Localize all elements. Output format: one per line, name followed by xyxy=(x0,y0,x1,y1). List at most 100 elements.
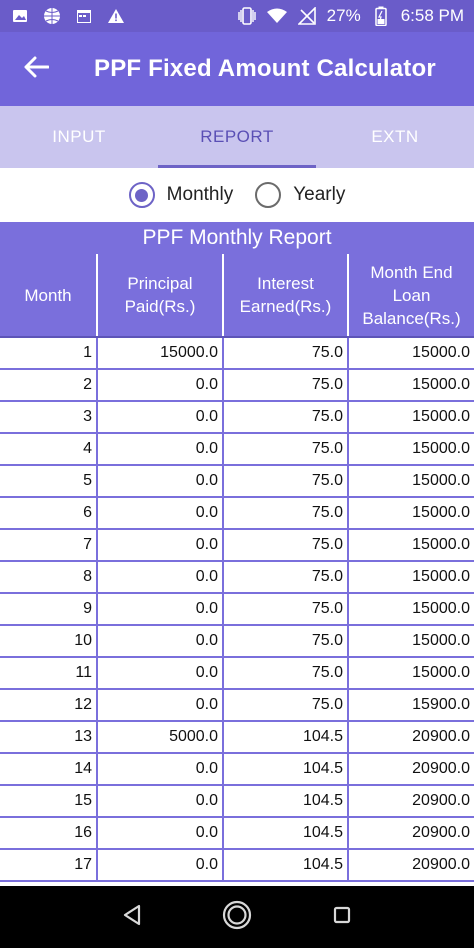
arrow-back-icon xyxy=(23,56,50,83)
table-row: 5 0.0 75.0 15000.0 xyxy=(0,466,474,498)
page-title: PPF Fixed Amount Calculator xyxy=(94,55,436,82)
cell-principal-paid: 0.0 xyxy=(98,626,224,656)
recents-square-icon xyxy=(333,906,351,929)
cell-interest-earned: 104.5 xyxy=(224,850,349,880)
cell-principal-paid: 0.0 xyxy=(98,690,224,720)
status-time: 6:58 PM xyxy=(400,6,464,25)
system-nav-bar xyxy=(0,886,474,948)
cell-month: 4 xyxy=(0,434,98,464)
cell-month-end-balance: 15000.0 xyxy=(412,664,470,681)
battery-percent: 27% xyxy=(326,6,361,25)
back-triangle-icon xyxy=(122,904,142,931)
app-bar: PPF Fixed Amount Calculator xyxy=(0,32,474,106)
header-month-end-balance: Month End Loan Balance(Rs.) xyxy=(362,262,461,328)
cell-principal-paid: 0.0 xyxy=(98,850,224,880)
cell-principal-paid: 5000.0 xyxy=(98,722,224,752)
table-header: Month Principal Paid(Rs.) Interest Earne… xyxy=(0,254,474,338)
back-button[interactable] xyxy=(0,32,72,106)
cell-interest-earned: 75.0 xyxy=(224,434,349,464)
cell-month: 5 xyxy=(0,466,98,496)
cell-month: 11 xyxy=(0,658,98,688)
cell-month-end-balance: 15000.0 xyxy=(412,600,470,617)
cell-month: 3 xyxy=(0,402,98,432)
cell-month: 17 xyxy=(0,850,98,880)
cell-month-end-balance: 15000.0 xyxy=(412,568,470,585)
cell-month-end-balance: 15900.0 xyxy=(412,696,470,713)
cell-principal-paid: 0.0 xyxy=(98,466,224,496)
cell-interest-earned: 75.0 xyxy=(224,626,349,656)
cell-interest-earned: 104.5 xyxy=(224,786,349,816)
cell-principal-paid: 15000.0 xyxy=(98,338,224,368)
cell-principal-paid: 0.0 xyxy=(98,818,224,848)
cell-interest-earned: 75.0 xyxy=(224,658,349,688)
no-signal-icon xyxy=(297,6,317,26)
cell-interest-earned: 75.0 xyxy=(224,402,349,432)
cell-principal-paid: 0.0 xyxy=(98,434,224,464)
radio-checked-icon[interactable] xyxy=(128,182,155,208)
cell-interest-earned: 75.0 xyxy=(224,690,349,720)
nav-recents-button[interactable] xyxy=(322,897,362,937)
globe-icon xyxy=(42,6,62,26)
table-row: 12 0.0 75.0 15900.0 xyxy=(0,690,474,722)
cell-principal-paid: 0.0 xyxy=(98,754,224,784)
cell-month-end-balance: 20900.0 xyxy=(412,856,470,873)
table-row: 10 0.0 75.0 15000.0 xyxy=(0,626,474,658)
header-interest-earned: Interest Earned(Rs.) xyxy=(224,254,349,336)
image-icon xyxy=(10,6,30,26)
cell-interest-earned: 104.5 xyxy=(224,754,349,784)
cell-interest-earned: 75.0 xyxy=(224,498,349,528)
table-row: 11 0.0 75.0 15000.0 xyxy=(0,658,474,690)
tab-report[interactable]: REPORT xyxy=(158,106,316,168)
table-row: 8 0.0 75.0 15000.0 xyxy=(0,562,474,594)
report-title: PPF Monthly Report xyxy=(0,222,474,254)
battery-icon xyxy=(371,6,391,26)
cell-month: 2 xyxy=(0,370,98,400)
cell-interest-earned: 75.0 xyxy=(224,530,349,560)
table-row: 15 0.0 104.5 20900.0 xyxy=(0,786,474,818)
table-row: 7 0.0 75.0 15000.0 xyxy=(0,530,474,562)
table-row: 17 0.0 104.5 20900.0 xyxy=(0,850,474,882)
cell-month-end-balance: 20900.0 xyxy=(412,728,470,745)
tab-extn[interactable]: EXTN xyxy=(371,127,419,146)
tab-input[interactable]: INPUT xyxy=(52,127,106,146)
radio-yearly-label: Yearly xyxy=(293,184,346,205)
header-month: Month xyxy=(0,254,98,336)
radio-yearly[interactable]: Yearly xyxy=(255,182,345,208)
table-row: 3 0.0 75.0 15000.0 xyxy=(0,402,474,434)
cell-month-end-balance: 15000.0 xyxy=(412,472,470,489)
cell-month: 16 xyxy=(0,818,98,848)
cell-month-end-balance: 15000.0 xyxy=(412,536,470,553)
cell-month-end-balance: 20900.0 xyxy=(412,792,470,809)
cell-month: 12 xyxy=(0,690,98,720)
radio-monthly-label: Monthly xyxy=(166,184,234,205)
cell-month-end-balance: 15000.0 xyxy=(412,344,470,361)
cell-interest-earned: 75.0 xyxy=(224,338,349,368)
cell-month-end-balance: 15000.0 xyxy=(412,504,470,521)
cell-month-end-balance: 20900.0 xyxy=(412,760,470,777)
radio-monthly[interactable]: Monthly xyxy=(128,182,234,208)
table-row: 4 0.0 75.0 15000.0 xyxy=(0,434,474,466)
cell-principal-paid: 0.0 xyxy=(98,594,224,624)
cell-principal-paid: 0.0 xyxy=(98,498,224,528)
nav-home-button[interactable] xyxy=(217,897,257,937)
cell-month-end-balance: 15000.0 xyxy=(412,632,470,649)
cell-month-end-balance: 15000.0 xyxy=(412,440,470,457)
nav-back-button[interactable] xyxy=(112,897,152,937)
cell-interest-earned: 75.0 xyxy=(224,594,349,624)
cell-month: 7 xyxy=(0,530,98,560)
cell-principal-paid: 0.0 xyxy=(98,658,224,688)
cell-month: 15 xyxy=(0,786,98,816)
status-bar: 27% 6:58 PM xyxy=(0,0,474,32)
cell-interest-earned: 104.5 xyxy=(224,722,349,752)
table-row: 16 0.0 104.5 20900.0 xyxy=(0,818,474,850)
table-row: 13 5000.0 104.5 20900.0 xyxy=(0,722,474,754)
report-table: Month Principal Paid(Rs.) Interest Earne… xyxy=(0,254,474,882)
cell-month: 10 xyxy=(0,626,98,656)
cell-interest-earned: 104.5 xyxy=(224,818,349,848)
cell-month: 14 xyxy=(0,754,98,784)
table-row: 2 0.0 75.0 15000.0 xyxy=(0,370,474,402)
table-body: 1 15000.0 75.0 15000.0 2 0.0 75.0 15000.0 3 0.0 75… xyxy=(0,338,474,882)
wifi-icon xyxy=(266,6,287,26)
cell-month: 13 xyxy=(0,722,98,752)
radio-unchecked-icon[interactable] xyxy=(255,182,282,208)
